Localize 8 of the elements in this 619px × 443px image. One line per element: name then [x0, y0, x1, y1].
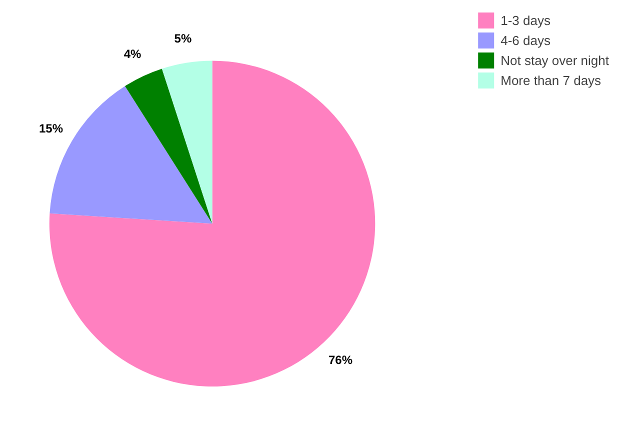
- data-label: 5%: [174, 32, 192, 46]
- data-label: 76%: [328, 353, 353, 368]
- legend-label: Not stay over night: [500, 52, 609, 68]
- data-label: 15%: [39, 121, 64, 136]
- data-label: 4%: [124, 47, 142, 62]
- legend-label: 1-3 days: [500, 12, 550, 28]
- legend-label: 4-6 days: [500, 32, 550, 48]
- legend-label: More than 7 days: [500, 72, 602, 88]
